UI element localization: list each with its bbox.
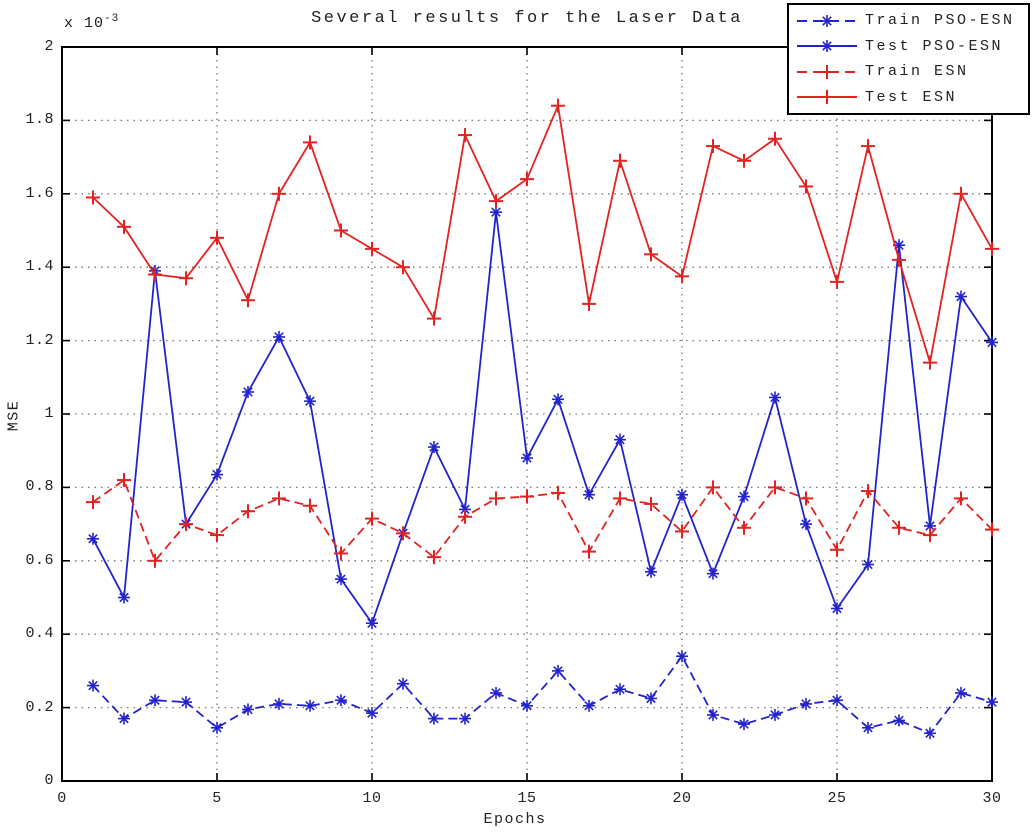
y-tick-label: 0.2: [25, 698, 54, 716]
y-tick-label: 1.6: [25, 184, 54, 202]
legend-entry-label: Train PSO-ESN: [865, 12, 1015, 30]
y-tick-label: 1.4: [25, 258, 54, 276]
series-markers-test-esn: [86, 98, 999, 370]
legend-entry-test-pso-esn: Test PSO-ESN: [796, 34, 1028, 59]
series-markers-train-pso-esn: [87, 650, 998, 740]
x-tick-label: 25: [827, 790, 847, 807]
legend-entry-label: Train ESN: [865, 63, 969, 81]
y-axis-label: MSE: [5, 399, 23, 432]
series-markers-test-pso-esn: [87, 206, 998, 630]
series-line-test-esn: [92, 102, 993, 363]
y-tick-label: 1: [44, 405, 54, 422]
x-tick-label: 30: [982, 790, 1002, 807]
legend-entry-label: Test PSO-ESN: [865, 37, 1004, 55]
legend-entry-label: Test ESN: [865, 88, 958, 106]
chart-title: Several results for the Laser Data: [311, 9, 743, 28]
y-tick-label: 0.4: [25, 625, 54, 643]
y-tick-label: 1.2: [25, 331, 54, 349]
series-line-train-esn: [92, 478, 993, 563]
y-tick-label: 2: [44, 38, 54, 55]
y-tick-label: 0.8: [25, 478, 54, 496]
x-axis-label: Epochs: [483, 811, 547, 828]
legend-line-sample-icon: [797, 64, 857, 79]
y-axis-exponent-base: x 10: [64, 15, 105, 32]
x-tick-label: 15: [517, 790, 537, 807]
series-line-test-pso-esn: [92, 211, 993, 626]
y-axis-exponent-label: x 10-3: [64, 13, 119, 32]
x-tick-label: 20: [672, 790, 692, 807]
legend: Train PSO-ESN Test PSO-ESN Train ESN Test E…: [787, 3, 1030, 115]
legend-line-sample-icon: [797, 90, 857, 105]
legend-line-sample-icon: [797, 40, 857, 53]
y-tick-label: 0.6: [25, 551, 54, 569]
series-line-train-pso-esn: [92, 654, 993, 735]
y-tick-label: 0: [44, 772, 54, 789]
series-markers-train-esn: [86, 473, 999, 568]
x-tick-label: 10: [362, 790, 382, 807]
y-tick-label: 1.8: [25, 111, 54, 129]
legend-entry-train-pso-esn: Train PSO-ESN: [796, 8, 1028, 33]
y-axis-exponent-power: -3: [104, 13, 120, 25]
x-tick-label: 5: [212, 790, 222, 807]
legend-entry-test-esn: Test ESN: [796, 85, 1028, 110]
legend-entry-train-esn: Train ESN: [796, 59, 1028, 84]
axes-box: [61, 46, 993, 782]
legend-line-sample-icon: [797, 14, 857, 27]
x-tick-label: 0: [57, 790, 67, 807]
